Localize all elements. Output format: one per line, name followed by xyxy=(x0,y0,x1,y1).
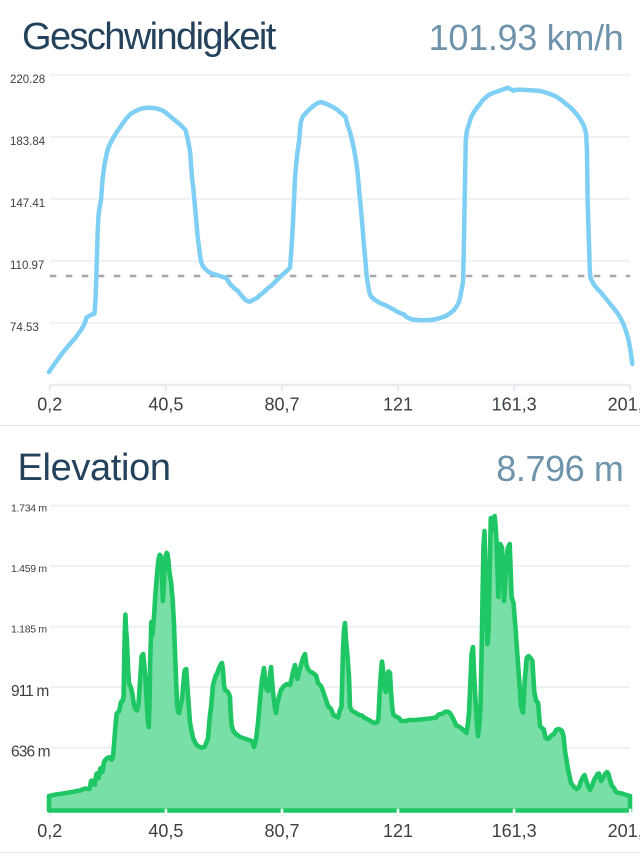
svg-text:1.185 m: 1.185 m xyxy=(11,624,47,636)
svg-text:161,3: 161,3 xyxy=(492,395,537,415)
svg-text:40,5: 40,5 xyxy=(148,395,183,415)
svg-text:40,5: 40,5 xyxy=(148,821,183,841)
svg-text:220.28: 220.28 xyxy=(10,74,45,86)
svg-text:1.734 m: 1.734 m xyxy=(11,503,47,515)
svg-text:161,3: 161,3 xyxy=(492,821,537,841)
svg-text:121: 121 xyxy=(383,821,413,841)
svg-text:911 m: 911 m xyxy=(11,683,48,700)
svg-text:0,2: 0,2 xyxy=(37,821,62,841)
svg-text:201,6: 201,6 xyxy=(608,395,640,415)
svg-text:121: 121 xyxy=(383,395,413,415)
svg-text:636 m: 636 m xyxy=(11,743,50,760)
svg-text:183.84: 183.84 xyxy=(10,136,46,148)
svg-text:147.41: 147.41 xyxy=(10,198,45,210)
svg-text:0,2: 0,2 xyxy=(37,395,62,415)
svg-text:80,7: 80,7 xyxy=(264,821,299,841)
svg-text:80,7: 80,7 xyxy=(264,395,299,415)
svg-text:110.97: 110.97 xyxy=(10,260,44,272)
svg-text:1.459 m: 1.459 m xyxy=(11,563,47,575)
svg-text:201,6: 201,6 xyxy=(608,821,640,841)
svg-text:74.53: 74.53 xyxy=(10,322,39,334)
